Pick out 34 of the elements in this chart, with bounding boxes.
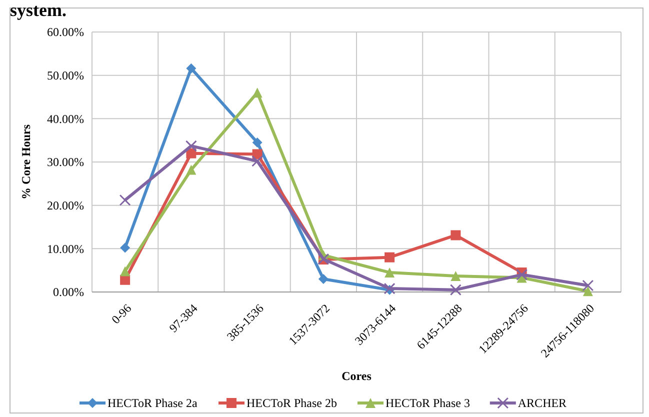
point [252,88,262,98]
y-tick-label: 0.00% [53,285,84,300]
legend-label: HECToR Phase 3 [386,396,470,410]
point [582,280,594,292]
legend-label: HECToR Phase 2b [246,396,337,410]
y-tick-label: 60.00% [47,25,84,40]
point [185,140,197,152]
point [450,284,462,296]
point [384,252,395,262]
x-tick-label: 0-96 [108,301,134,327]
point [186,63,196,74]
point [450,270,461,281]
point [384,268,395,278]
x-axis-title: Cores [342,369,372,383]
point [582,286,593,296]
legend-label: HECToR Phase 2a [108,396,198,410]
point [252,155,264,167]
point [318,274,328,284]
y-tick-label: 10.00% [47,242,84,256]
legend-label: ARCHER [518,396,567,410]
y-tick-label: 40.00% [47,112,84,126]
y-tick-label: 30.00% [47,155,84,170]
text: system. [10,0,66,20]
point [450,230,461,240]
y-axis-title: % Core Hours [19,124,33,200]
point [186,164,196,175]
point [516,268,528,280]
point [119,194,131,206]
y-tick-label: 50.00% [47,68,84,83]
point [252,138,262,148]
y-tick-label: 20.00% [47,198,84,213]
point [120,242,130,253]
point [120,266,130,276]
point [120,274,130,285]
